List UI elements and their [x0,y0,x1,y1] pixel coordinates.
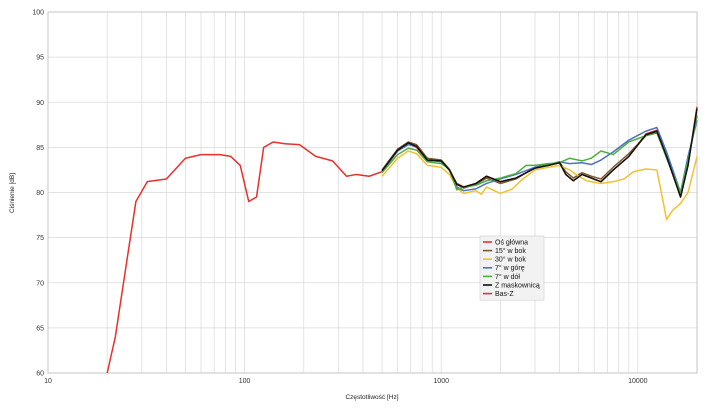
series-layer [106,106,698,374]
x-axis-label: Częstotliwość [Hz] [345,394,398,401]
y-tick-label: 90 [36,100,44,107]
x-tick-label: 10000 [628,378,648,385]
x-tick-label: 100 [239,378,251,385]
legend-entry: Oś główna [495,239,528,246]
y-tick-label: 85 [36,145,44,152]
y-tick-label: 70 [36,280,44,287]
y-tick-label: 65 [36,325,44,332]
plot-frame [47,11,698,374]
y-axis-label: Ciśnienie [dB] [9,173,16,213]
legend-entry: 7° w górę [495,264,525,272]
series-line-2 [381,150,698,221]
legend-entry: Z maskownicą [495,282,540,289]
series-line-1 [381,115,698,194]
legend-entry: Bas-Z [495,291,514,298]
y-tick-label: 95 [36,55,44,62]
y-tick-label: 100 [32,10,44,17]
legend-entry: 15° w bok [495,247,526,255]
legend-entry: 30° w bok [495,256,526,264]
y-tick-label: 80 [36,190,44,197]
x-tick-label: 10 [44,378,52,385]
axes: 60 65 70 75 80 85 90 95 100 10 100 1000 10000 [32,10,647,386]
y-tick-label: 75 [36,235,44,242]
x-tick-label: 1000 [433,378,449,385]
grid-lines [47,11,698,374]
series-line-4 [381,115,698,194]
series-line-3 [381,120,698,194]
legend-entry: 7° w dół [495,273,520,281]
y-tick-label: 60 [36,371,44,378]
series-line-5 [381,108,698,198]
